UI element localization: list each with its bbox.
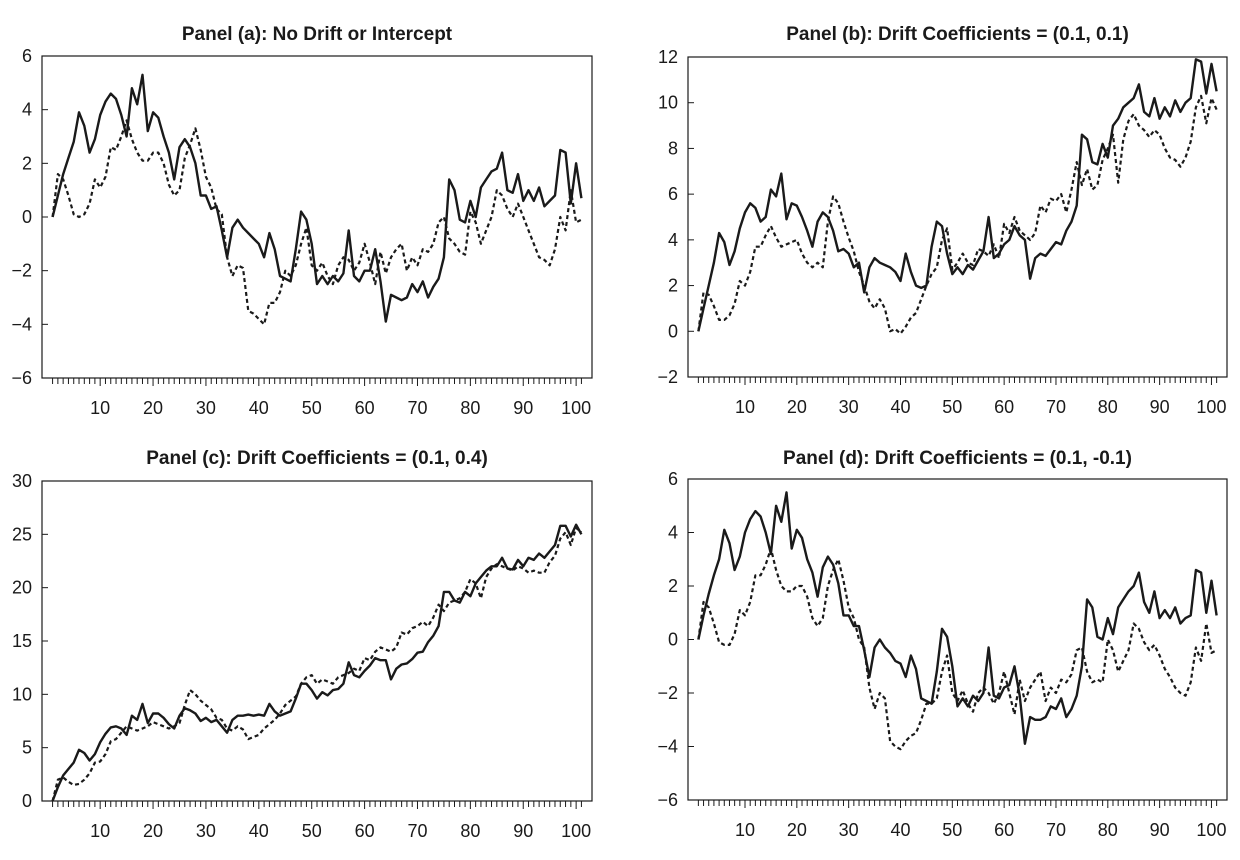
panel-b-series-dashed-line (697, 94, 1218, 335)
panel-a-x-tick-label: 10 (90, 398, 110, 418)
panel-d-x-tick-label: 40 (890, 820, 910, 840)
panel-b-y-tick-label: 2 (668, 276, 678, 296)
panel-a-x-tick-label: 80 (460, 398, 480, 418)
panel-a-x-tick-label: 30 (196, 398, 216, 418)
panel-b-y-tick-label: 10 (658, 93, 678, 113)
panel-c-y-tick-label: 0 (22, 791, 32, 811)
panel-d-x-tick-label: 20 (787, 820, 807, 840)
panel-a-x-tick-label: 90 (513, 398, 533, 418)
panel-b-y-tick-label: −2 (657, 367, 678, 387)
panel-d-plot-frame (687, 478, 1228, 801)
panel-c-x-tick-label: 70 (407, 821, 427, 841)
panel-c-y-tick-label: 25 (12, 524, 32, 544)
panel-d-x-tick-label: 70 (1046, 820, 1066, 840)
panel-b-y-tick-label: 12 (658, 47, 678, 67)
panel-a-plot-frame (41, 55, 593, 379)
panel-b-y-tick-label: 4 (668, 230, 678, 250)
panel-d-x-tick-label: 90 (1150, 820, 1170, 840)
panel-c-series-solid-line (51, 523, 583, 802)
panel-a-y-tick-label: −2 (11, 261, 32, 281)
panel-c-series-dashed-line (51, 526, 583, 802)
panel-c-x-tick-label: 60 (355, 821, 375, 841)
panel-d-y-tick-label: −2 (657, 683, 678, 703)
panel-a-y-tick-label: 4 (22, 100, 32, 120)
panel-c-y-tick-label: 15 (12, 631, 32, 651)
panel-d-y-tick-label: 2 (668, 576, 678, 596)
panel-c-y-tick-label: 10 (12, 684, 32, 704)
panel-b-plot-frame (687, 56, 1228, 378)
panel-c-y-tick-label: 20 (12, 578, 32, 598)
panel-c-x-tick-label: 40 (249, 821, 269, 841)
panel-b-y-tick-label: 0 (668, 321, 678, 341)
panel-c-x-tick-label: 30 (196, 821, 216, 841)
panel-c-x-tick-label: 90 (513, 821, 533, 841)
panel-d-x-tick-label: 50 (942, 820, 962, 840)
panel-c-x-tick-label: 50 (302, 821, 322, 841)
panel-a-series-solid-line (51, 73, 583, 323)
panel-d-title: Panel (d): Drift Coefficients = (0.1, -0… (783, 448, 1132, 469)
panel-d-series-solid-line (697, 491, 1218, 745)
panel-c-x-tick-label: 10 (90, 821, 110, 841)
panel-d-y-tick-label: 4 (668, 523, 678, 543)
panel-b-y-tick-label: 6 (668, 184, 678, 204)
panel-d-x-tick-label: 10 (735, 820, 755, 840)
panel-c-y-tick-label: 30 (12, 471, 32, 491)
panel-c-plot-frame (41, 480, 593, 802)
panel-c: Panel (c): Drift Coefficients = (0.1, 0.… (12, 448, 593, 841)
panel-d-x-tick-label: 30 (839, 820, 859, 840)
panel-d: Panel (d): Drift Coefficients = (0.1, -0… (657, 448, 1228, 840)
panel-d-y-tick-label: −4 (657, 737, 678, 757)
panel-b-x-tick-label: 10 (735, 397, 755, 417)
panel-b-x-tick-label: 40 (890, 397, 910, 417)
panel-a-x-tick-label: 40 (249, 398, 269, 418)
panel-a-x-tick-label: 50 (302, 398, 322, 418)
panel-c-x-tick-label: 20 (143, 821, 163, 841)
panel-b-x-tick-label: 100 (1196, 397, 1226, 417)
panel-b-y-tick-label: 8 (668, 138, 678, 158)
panel-d-x-tick-label: 100 (1196, 820, 1226, 840)
panel-b-title: Panel (b): Drift Coefficients = (0.1, 0.… (786, 24, 1129, 45)
panel-a-y-tick-label: 2 (22, 153, 32, 173)
panel-b-series-solid-line (697, 58, 1218, 332)
panel-a-y-tick-label: −6 (11, 368, 32, 388)
panel-c-x-tick-label: 80 (460, 821, 480, 841)
panel-d-series-dashed-line (697, 547, 1218, 751)
panel-c-x-tick-label: 100 (561, 821, 591, 841)
panel-a-x-tick-label: 20 (143, 398, 163, 418)
panel-b: Panel (b): Drift Coefficients = (0.1, 0.… (657, 24, 1228, 417)
panel-a-x-tick-label: 100 (561, 398, 591, 418)
panel-b-x-tick-label: 50 (942, 397, 962, 417)
panel-b-x-tick-label: 60 (994, 397, 1014, 417)
panel-a: Panel (a): No Drift or Intercept −6 −4 −2 0 2… (11, 24, 593, 418)
panel-d-y-tick-label: 6 (668, 469, 678, 489)
panel-b-x-tick-label: 20 (787, 397, 807, 417)
panel-d-y-tick-label: 0 (668, 630, 678, 650)
panel-c-title: Panel (c): Drift Coefficients = (0.1, 0.… (146, 448, 488, 469)
panel-b-x-tick-label: 70 (1046, 397, 1066, 417)
panel-d-x-tick-label: 60 (994, 820, 1014, 840)
panel-a-x-tick-label: 70 (407, 398, 427, 418)
panel-d-x-tick-label: 80 (1098, 820, 1118, 840)
panel-a-series-dashed-line (51, 119, 582, 326)
panel-b-x-tick-label: 80 (1098, 397, 1118, 417)
panel-c-y-tick-label: 5 (22, 738, 32, 758)
panel-b-x-tick-label: 90 (1150, 397, 1170, 417)
panel-b-x-tick-label: 30 (839, 397, 859, 417)
panel-a-y-tick-label: 0 (22, 207, 32, 227)
panel-a-y-tick-label: −4 (11, 314, 32, 334)
panel-a-title: Panel (a): No Drift or Intercept (182, 24, 453, 45)
panel-a-x-tick-label: 60 (355, 398, 375, 418)
panel-a-y-tick-label: 6 (22, 46, 32, 66)
panel-d-y-tick-label: −6 (657, 790, 678, 810)
